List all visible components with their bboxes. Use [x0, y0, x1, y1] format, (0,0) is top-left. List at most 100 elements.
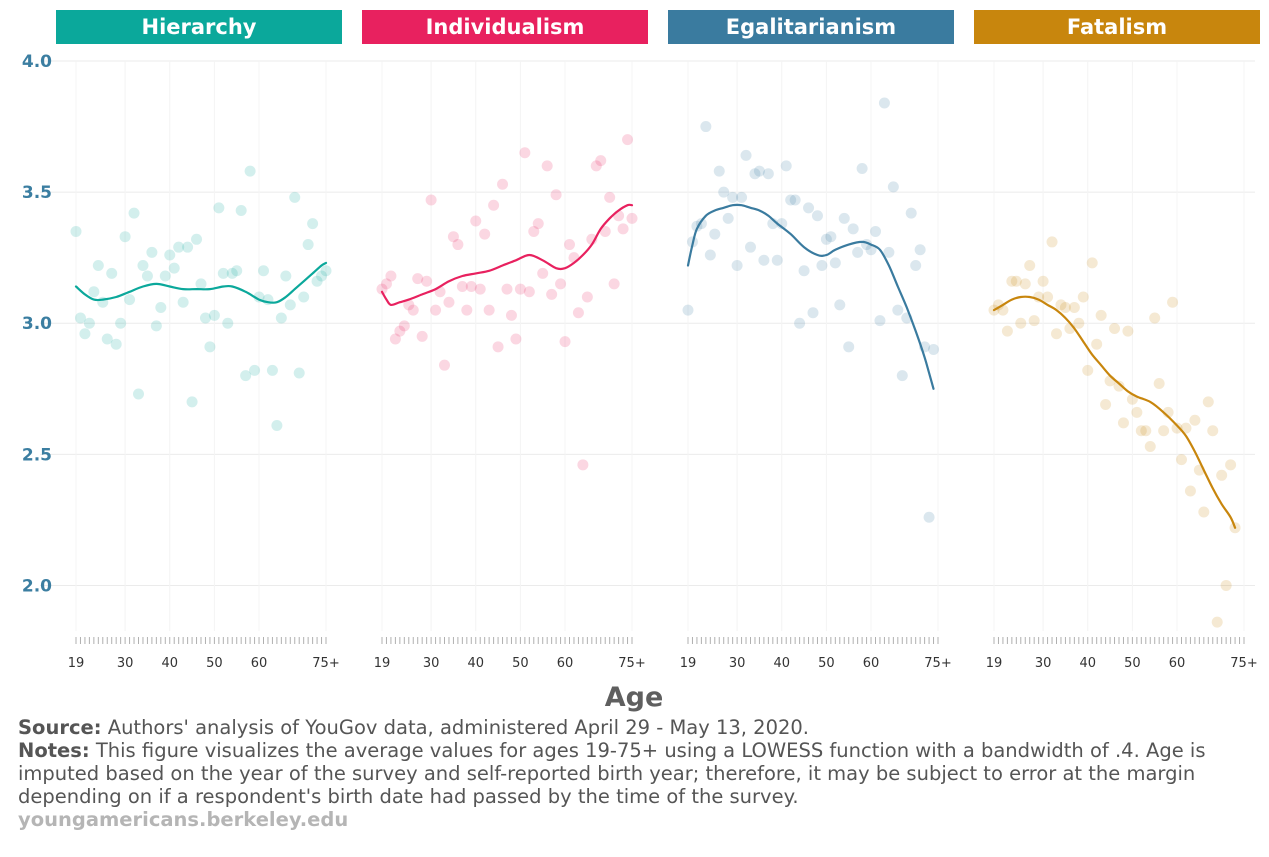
- data-point: [825, 231, 837, 243]
- data-point: [1189, 414, 1201, 426]
- x-axis-label: Age: [605, 682, 664, 712]
- panel-title: Egalitarianism: [726, 15, 896, 39]
- chart-caption: Source: Authors' analysis of YouGov data…: [18, 716, 1268, 831]
- data-point: [604, 191, 616, 203]
- x-tick-label: 60: [863, 656, 880, 671]
- data-point: [1109, 322, 1121, 334]
- data-point: [155, 301, 167, 313]
- x-tick-label: 30: [729, 656, 746, 671]
- data-point: [820, 233, 832, 245]
- data-point: [128, 207, 140, 219]
- data-point: [590, 160, 602, 172]
- data-point: [394, 325, 406, 337]
- data-point: [141, 270, 153, 282]
- x-tick-label: 75+: [1230, 656, 1257, 671]
- data-point: [302, 239, 314, 251]
- x-tick-label: 30: [117, 656, 134, 671]
- data-point: [1073, 317, 1085, 329]
- data-point: [834, 299, 846, 311]
- data-point: [923, 511, 935, 523]
- data-point: [1153, 378, 1165, 390]
- panel-header: [56, 10, 342, 44]
- data-point: [465, 281, 477, 293]
- data-point: [811, 210, 823, 222]
- panel-title: Hierarchy: [142, 15, 257, 39]
- data-point: [79, 328, 91, 340]
- data-point: [1042, 291, 1054, 303]
- lowess-curve: [380, 203, 634, 307]
- x-tick-label: 40: [161, 656, 178, 671]
- data-point: [133, 388, 144, 400]
- data-point: [289, 191, 301, 203]
- data-point: [1211, 616, 1223, 628]
- data-point: [1225, 459, 1237, 471]
- data-point: [523, 286, 535, 298]
- data-point: [298, 291, 310, 303]
- y-axis: 2.0 2.5 3.0 3.5 4.0: [22, 52, 1255, 596]
- data-point: [843, 341, 855, 353]
- data-point: [910, 260, 922, 272]
- data-point: [1131, 406, 1143, 418]
- data-point: [240, 370, 252, 382]
- data-point: [856, 163, 868, 175]
- data-point: [617, 223, 629, 235]
- data-point: [1077, 291, 1089, 303]
- data-point: [541, 160, 553, 172]
- y-tick-label: 3.0: [22, 314, 52, 334]
- data-point: [1113, 380, 1125, 392]
- data-point: [1149, 312, 1161, 324]
- website-credit: youngamericans.berkeley.edu: [18, 808, 349, 831]
- data-point: [1122, 325, 1134, 337]
- data-point: [1006, 275, 1018, 287]
- data-point: [505, 309, 517, 321]
- data-point: [235, 204, 247, 216]
- data-point: [887, 181, 899, 193]
- data-point: [519, 147, 531, 159]
- data-point: [528, 225, 540, 237]
- data-point: [208, 309, 220, 321]
- source-text: Authors' analysis of YouGov data, admini…: [101, 716, 809, 739]
- data-point: [421, 275, 433, 287]
- x-tick-label: 60: [1169, 656, 1186, 671]
- data-point: [572, 307, 584, 319]
- data-point: [1095, 309, 1107, 321]
- data-point: [745, 241, 756, 253]
- data-point: [1055, 299, 1067, 311]
- data-point: [780, 160, 792, 172]
- x-tick-label: 19: [986, 656, 1003, 671]
- x-tick-label: 60: [251, 656, 268, 671]
- data-point: [852, 246, 864, 258]
- data-point: [1171, 422, 1183, 434]
- data-point: [425, 194, 437, 206]
- data-point: [1100, 399, 1112, 411]
- data-point: [447, 231, 459, 243]
- data-point: [1010, 275, 1022, 287]
- data-point: [1091, 338, 1103, 350]
- panel-hierarchy: Hierarchy 19 30 40 50 60 75+: [56, 10, 342, 671]
- data-point: [1184, 485, 1196, 497]
- data-point: [316, 270, 328, 282]
- data-point: [1117, 417, 1129, 429]
- data-point: [280, 270, 292, 282]
- lowess-curve: [686, 203, 935, 390]
- data-point: [1024, 260, 1036, 272]
- data-point: [532, 218, 544, 230]
- data-point: [883, 246, 895, 258]
- data-point: [275, 312, 287, 324]
- panel-egalitarianism: Egalitarianism 19 30 40 50 60 75+: [668, 10, 954, 671]
- data-point: [137, 260, 149, 272]
- panels: Hierarchy 19 30 40 50 60 75+ Individualism 19 30 4…: [56, 10, 1260, 671]
- data-point: [878, 97, 890, 109]
- data-point: [740, 149, 752, 161]
- y-tick-label: 2.0: [22, 576, 52, 596]
- data-point: [443, 296, 455, 308]
- data-point: [222, 317, 234, 329]
- data-point: [1167, 296, 1179, 308]
- data-point: [608, 278, 620, 290]
- data-point: [1086, 257, 1098, 269]
- data-point: [70, 225, 82, 237]
- data-point: [1135, 425, 1147, 437]
- panel-header: [974, 10, 1260, 44]
- data-point: [847, 223, 859, 235]
